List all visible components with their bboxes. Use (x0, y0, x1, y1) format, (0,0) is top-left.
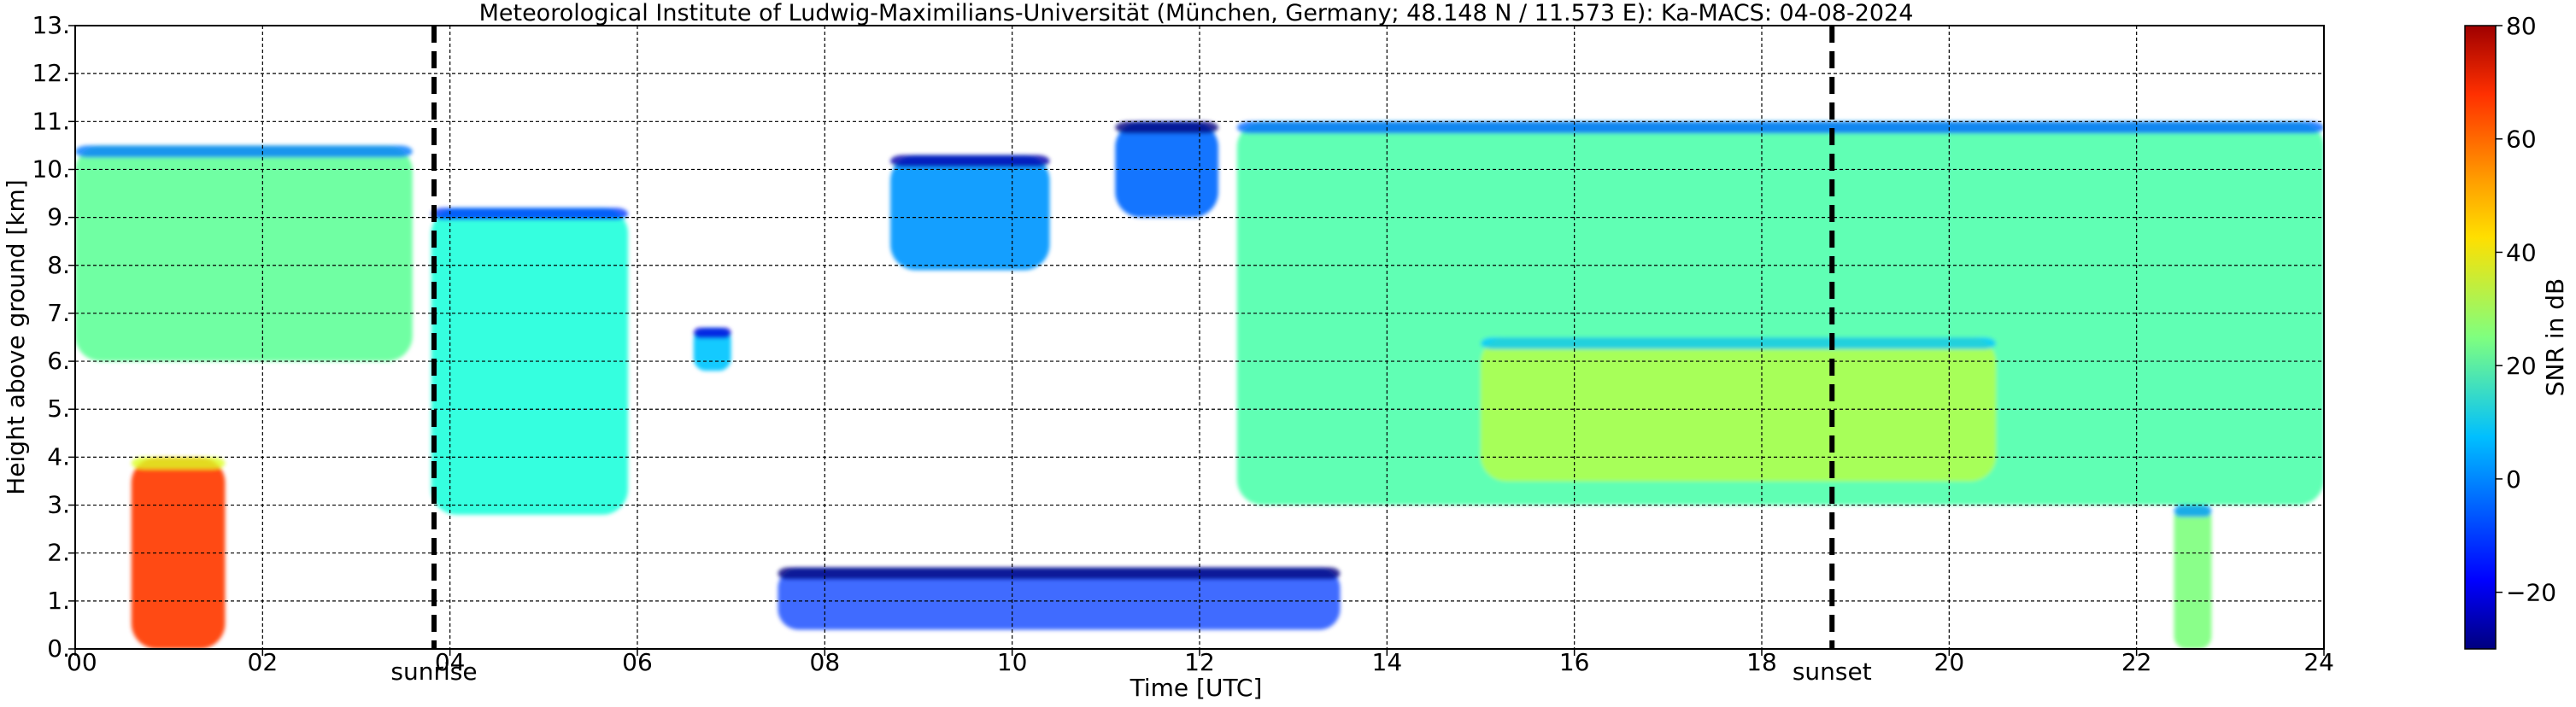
x-tick-label: 20 (1934, 648, 1965, 676)
x-tick-label: 22 (2121, 648, 2152, 676)
echo-region-edge (1481, 337, 1997, 349)
y-tick-label: 13. (32, 11, 70, 39)
y-tick-label: 9. (47, 203, 70, 231)
y-tick-label: 2. (47, 539, 70, 567)
y-tick-label: 12. (32, 59, 70, 87)
y-tick-label: 3. (47, 491, 70, 519)
x-tick-label: 24 (2303, 648, 2334, 676)
echo-region-edge (777, 567, 1341, 580)
echo-region-edge (1236, 121, 2324, 134)
colorbar-tick-label: 20 (2506, 352, 2537, 380)
chart-title: Meteorological Institute of Ludwig-Maxim… (479, 0, 1914, 26)
y-tick-label: 10. (32, 155, 70, 183)
echo-region-edge (131, 457, 226, 470)
colorbar-label: SNR in dB (2541, 278, 2569, 396)
x-tick-label: 18 (1746, 648, 1777, 676)
sun-marker-label: sunrise (390, 657, 477, 686)
y-tick-label: 0. (47, 634, 70, 663)
sun-marker-layer: sunrise sunset (390, 26, 1872, 686)
echo-region-edge (693, 327, 731, 339)
colorbar-tick-label: 80 (2506, 12, 2537, 40)
colorbar (2464, 25, 2497, 650)
echo-region-edge (2174, 505, 2212, 517)
x-tick-label: 16 (1559, 648, 1590, 676)
grid-layer (75, 26, 2324, 649)
x-tick-label: 02 (248, 648, 279, 676)
y-axis-ticks: 0. 1. 2. 3. 4. 5. 6. 7. 8. 9. 10. 11. 12. 13. (32, 11, 75, 663)
colorbar-tick-label: 60 (2506, 126, 2537, 154)
x-tick-label: 04 (435, 648, 466, 676)
y-tick-label: 4. (47, 442, 70, 470)
x-tick-label: 12 (1184, 648, 1215, 676)
y-tick-label: 5. (47, 394, 70, 423)
y-tick-label: 7. (47, 299, 70, 327)
echo-region-edge (431, 207, 629, 220)
x-tick-label: 10 (997, 648, 1028, 676)
echo-region (2174, 505, 2212, 649)
y-tick-label: 6. (47, 347, 70, 375)
colorbar-tick-label: −20 (2506, 579, 2556, 607)
x-tick-label: 08 (810, 648, 841, 676)
x-axis-label: Time [UTC] (1130, 674, 1263, 702)
echo-region (890, 155, 1050, 271)
colorbar-tick-label: 40 (2506, 238, 2537, 266)
x-tick-label: 00 (67, 648, 97, 676)
y-tick-label: 11. (32, 107, 70, 135)
echo-region-edge (75, 145, 413, 158)
colorbar-tick-label: 0 (2506, 465, 2521, 494)
echo-region (431, 207, 629, 515)
colorbar-ticks: 80 60 40 20 0 −20 (2496, 12, 2556, 607)
echo-region-edge (890, 155, 1050, 167)
x-axis-ticks: 00 02 04 06 08 10 12 14 16 18 20 22 24 (67, 648, 2334, 676)
x-tick-label: 06 (622, 648, 653, 676)
echo-region (75, 145, 413, 362)
y-tick-label: 1. (47, 587, 70, 615)
y-axis-label: Height above ground [km] (2, 179, 30, 495)
sun-marker-label: sunset (1793, 657, 1872, 686)
y-tick-label: 8. (47, 251, 70, 279)
echo-region-edge (1115, 121, 1218, 134)
x-tick-label: 14 (1372, 648, 1403, 676)
